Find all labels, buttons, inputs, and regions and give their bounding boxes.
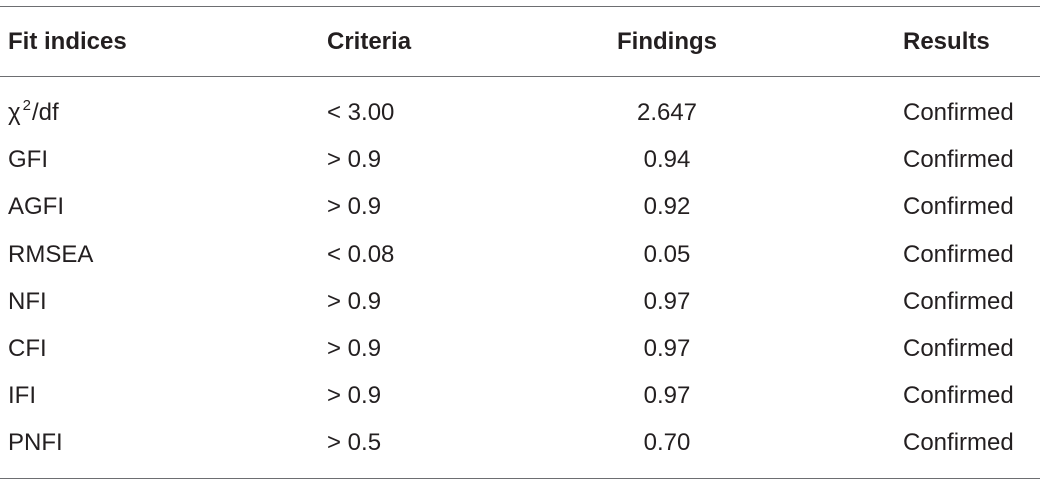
finding: 0.97: [643, 287, 691, 315]
bottom-rule: [0, 478, 1040, 479]
fit-index: IFI: [8, 382, 36, 410]
finding: 0.97: [643, 335, 691, 362]
finding: 2.647: [636, 99, 698, 126]
top-rule: [0, 6, 1040, 7]
column-header: Findings: [617, 28, 717, 55]
column-header: Criteria: [327, 28, 412, 55]
finding: 0.05: [643, 240, 691, 268]
result: Confirmed: [903, 287, 1014, 315]
result: Confirmed: [903, 382, 1014, 410]
column-header: Fit indices: [8, 28, 127, 55]
finding: 0.92: [643, 193, 691, 221]
symbol: χ: [8, 99, 21, 126]
fit-index: RMSEA: [8, 240, 94, 268]
criteria: > 0.9: [327, 287, 382, 315]
fit-index: NFI: [8, 287, 47, 315]
result: Confirmed: [903, 429, 1014, 457]
header-rule: [0, 76, 1040, 77]
criteria: > 0.9: [327, 335, 382, 362]
finding: 0.97: [643, 382, 691, 410]
finding: 0.94: [643, 146, 691, 174]
criteria: > 0.9: [327, 193, 382, 221]
result: Confirmed: [903, 146, 1014, 174]
result: Confirmed: [903, 193, 1014, 221]
result: Confirmed: [903, 335, 1014, 362]
fit-index: χ 2/df: [8, 98, 59, 128]
criteria: < 3.00: [327, 99, 395, 126]
fit-index: CFI: [8, 335, 47, 362]
symbol-suffix: /df: [31, 99, 59, 126]
criteria: > 0.9: [327, 382, 382, 410]
criteria: < 0.08: [327, 240, 395, 268]
finding: 0.70: [643, 429, 691, 457]
result: Confirmed: [903, 240, 1014, 268]
superscript: 2: [22, 97, 31, 114]
fit-index: PNFI: [8, 429, 63, 457]
criteria: > 0.5: [327, 429, 382, 457]
column-header: Results: [903, 28, 990, 55]
criteria: > 0.9: [327, 146, 382, 174]
result: Confirmed: [903, 99, 1014, 126]
fit-index: AGFI: [8, 193, 65, 221]
fit-index: GFI: [8, 146, 48, 174]
